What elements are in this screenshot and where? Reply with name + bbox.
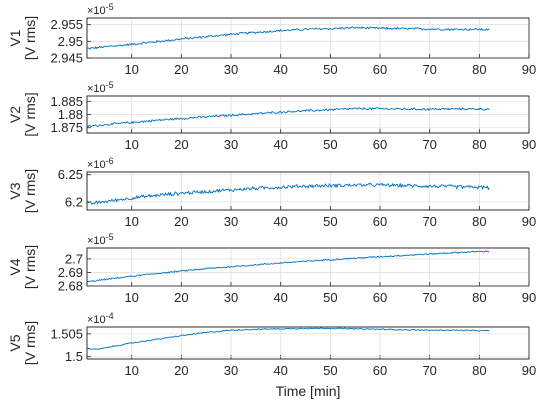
y-tick-label: 1.505 — [50, 326, 83, 341]
x-tick-label: 30 — [224, 137, 238, 152]
x-tick-label: 20 — [174, 137, 188, 152]
axis-exponent-power: -4 — [106, 311, 114, 321]
axes-border — [86, 171, 530, 211]
x-tick-label: 90 — [522, 62, 536, 77]
x-tick-label: 30 — [224, 62, 238, 77]
x-tick-label: 50 — [323, 290, 337, 305]
axis-exponent-power: -5 — [106, 80, 114, 90]
y-axis-unit: [V rms] — [22, 169, 38, 213]
y-axis-label: V5 — [7, 334, 23, 351]
y-tick-label: 1.5 — [65, 349, 83, 364]
y-tick-label: 1.88 — [58, 107, 83, 122]
x-tick-label: 30 — [224, 214, 238, 229]
x-tick-label: 50 — [323, 62, 337, 77]
x-tick-label: 70 — [422, 363, 436, 378]
x-tick-label: 20 — [174, 62, 188, 77]
x-tick-label: 50 — [323, 137, 337, 152]
x-tick-label: 60 — [373, 363, 387, 378]
axis-exponent: ×10-5 — [87, 80, 114, 95]
x-tick-label: 90 — [522, 214, 536, 229]
x-tick-label: 90 — [522, 363, 536, 378]
y-axis-unit: [V rms] — [22, 16, 38, 60]
y-tick-label: 6.2 — [65, 194, 83, 209]
y-axis-label: V2 — [7, 106, 23, 123]
y-axis-unit: [V rms] — [22, 245, 38, 289]
axis-exponent-power: -6 — [106, 156, 114, 166]
panel-v5: 10 20 30 40 50 60 70 80 90 1.5 1.505 ×10-4 V5 [V rms]… — [7, 311, 536, 399]
x-tick-label: 80 — [472, 214, 486, 229]
x-tick-label: 70 — [422, 290, 436, 305]
y-tick-label: 2.955 — [50, 17, 83, 32]
x-tick-label: 10 — [124, 137, 138, 152]
x-tick-label: 50 — [323, 363, 337, 378]
axes-border — [86, 95, 530, 134]
x-tick-label: 90 — [522, 137, 536, 152]
x-tick-label: 80 — [472, 290, 486, 305]
x-tick-label: 30 — [224, 363, 238, 378]
axes-border — [86, 17, 530, 59]
y-tick-label: 2.7 — [65, 251, 83, 266]
x-tick-label: 50 — [323, 214, 337, 229]
x-tick-label: 90 — [522, 290, 536, 305]
x-tick-label: 70 — [422, 214, 436, 229]
x-tick-label: 40 — [273, 62, 287, 77]
axis-exponent: ×10-5 — [87, 232, 114, 247]
axes-frame — [86, 326, 530, 360]
x-axis-label: Time [min] — [276, 383, 341, 399]
x-tick-label: 70 — [422, 62, 436, 77]
x-tick-label: 20 — [174, 290, 188, 305]
x-tick-label: 40 — [273, 363, 287, 378]
y-tick-label: 1.885 — [50, 94, 83, 109]
x-tick-label: 80 — [472, 363, 486, 378]
x-tick-label: 70 — [422, 137, 436, 152]
y-tick-label: 6.25 — [58, 167, 83, 182]
axes-border — [86, 247, 530, 287]
panel-v3: 10 20 30 40 50 60 70 80 90 6.2 6.25 ×10-6 V3 [V rms] — [7, 156, 536, 229]
y-tick-label: 1.875 — [50, 120, 83, 135]
y-tick-label: 2.68 — [58, 279, 83, 294]
axes-frame — [86, 171, 530, 211]
y-axis-label: V1 — [7, 29, 23, 46]
y-axis-unit: [V rms] — [22, 92, 38, 136]
panel-v4: 10 20 30 40 50 60 70 80 90 2.682.692.7 ×10-5 V4 [V r… — [7, 232, 536, 305]
x-tick-label: 10 — [124, 363, 138, 378]
y-axis-label: V3 — [7, 182, 23, 199]
x-tick-label: 60 — [373, 137, 387, 152]
series-line-v4 — [86, 250, 490, 283]
panel-v1: 10 20 30 40 50 60 70 80 90 2.945 2.95 2.955 ×10-5 V1[… — [7, 2, 536, 77]
x-tick-label: 20 — [174, 363, 188, 378]
x-tick-label: 80 — [472, 62, 486, 77]
x-tick-label: 80 — [472, 137, 486, 152]
axis-exponent-power: -5 — [106, 232, 114, 242]
x-tick-label: 60 — [373, 290, 387, 305]
x-tick-label: 10 — [124, 290, 138, 305]
axes-border — [86, 326, 530, 360]
x-tick-label: 40 — [273, 290, 287, 305]
y-axis-label: V4 — [7, 258, 23, 275]
axis-exponent: ×10-6 — [87, 156, 114, 171]
x-tick-label: 20 — [174, 214, 188, 229]
x-tick-label: 10 — [124, 62, 138, 77]
axis-exponent-power: -5 — [106, 2, 114, 12]
axes-frame — [86, 17, 530, 59]
y-tick-label: 2.945 — [50, 51, 83, 66]
y-axis-unit: [V rms] — [22, 321, 38, 365]
axis-exponent: ×10-4 — [87, 311, 114, 326]
y-tick-label: 2.69 — [58, 265, 83, 280]
x-tick-label: 10 — [124, 214, 138, 229]
series-line-v5 — [86, 327, 490, 350]
series-line-v3 — [86, 182, 490, 205]
series-line-v1 — [86, 26, 490, 50]
x-tick-label: 40 — [273, 137, 287, 152]
series-line-v2 — [86, 107, 490, 128]
x-tick-label: 60 — [373, 62, 387, 77]
x-tick-label: 60 — [373, 214, 387, 229]
axes-frame — [86, 247, 530, 287]
y-tick-label: 2.95 — [58, 34, 83, 49]
axis-exponent: ×10-5 — [87, 2, 114, 17]
x-tick-label: 40 — [273, 214, 287, 229]
x-tick-label: 30 — [224, 290, 238, 305]
